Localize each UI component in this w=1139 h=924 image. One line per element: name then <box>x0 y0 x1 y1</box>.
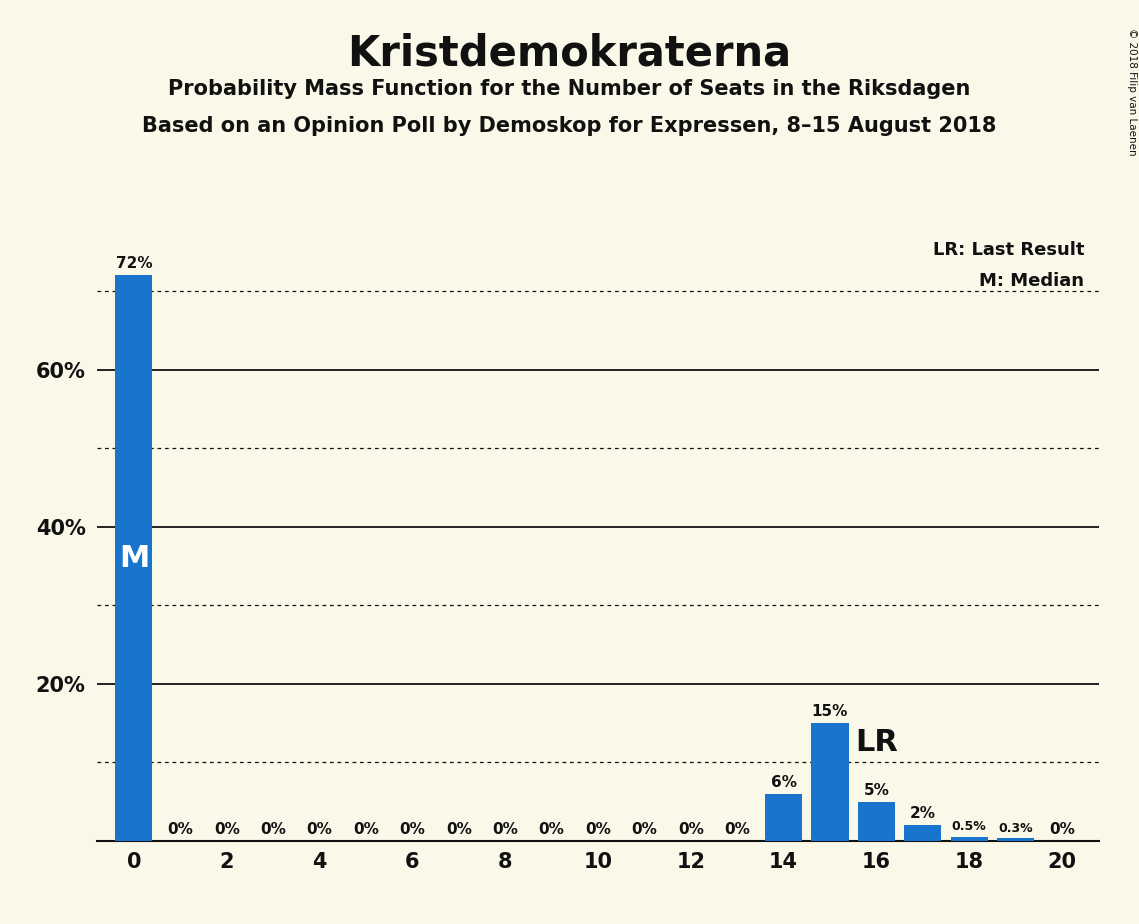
Text: LR: Last Result: LR: Last Result <box>933 241 1084 259</box>
Text: 0%: 0% <box>353 822 379 837</box>
Text: 0%: 0% <box>445 822 472 837</box>
Text: 0%: 0% <box>400 822 425 837</box>
Bar <box>997 838 1034 841</box>
Bar <box>765 794 802 841</box>
Text: 0%: 0% <box>539 822 565 837</box>
Text: 0%: 0% <box>1049 822 1075 837</box>
Text: 0%: 0% <box>167 822 194 837</box>
Text: 0%: 0% <box>492 822 518 837</box>
Text: 5%: 5% <box>863 783 890 797</box>
Text: 0.5%: 0.5% <box>952 820 986 833</box>
Text: 0%: 0% <box>724 822 751 837</box>
Text: LR: LR <box>855 728 899 757</box>
Text: Kristdemokraterna: Kristdemokraterna <box>347 32 792 74</box>
Bar <box>951 837 988 841</box>
Text: 0%: 0% <box>214 822 239 837</box>
Text: Probability Mass Function for the Number of Seats in the Riksdagen: Probability Mass Function for the Number… <box>169 79 970 99</box>
Text: 0%: 0% <box>631 822 657 837</box>
Text: 6%: 6% <box>771 775 796 790</box>
Text: 0%: 0% <box>585 822 611 837</box>
Text: M: Median: M: Median <box>980 273 1084 290</box>
Bar <box>811 723 849 841</box>
Text: 0%: 0% <box>306 822 333 837</box>
Bar <box>115 275 153 841</box>
Text: 15%: 15% <box>812 704 849 719</box>
Text: © 2018 Filip van Laenen: © 2018 Filip van Laenen <box>1126 28 1137 155</box>
Text: 72%: 72% <box>116 257 153 272</box>
Text: 0%: 0% <box>260 822 286 837</box>
Text: 0%: 0% <box>678 822 704 837</box>
Text: 0.3%: 0.3% <box>998 821 1033 834</box>
Bar <box>904 825 941 841</box>
Text: M: M <box>118 543 149 573</box>
Text: 2%: 2% <box>910 807 936 821</box>
Bar <box>858 802 895 841</box>
Text: Based on an Opinion Poll by Demoskop for Expressen, 8–15 August 2018: Based on an Opinion Poll by Demoskop for… <box>142 116 997 136</box>
